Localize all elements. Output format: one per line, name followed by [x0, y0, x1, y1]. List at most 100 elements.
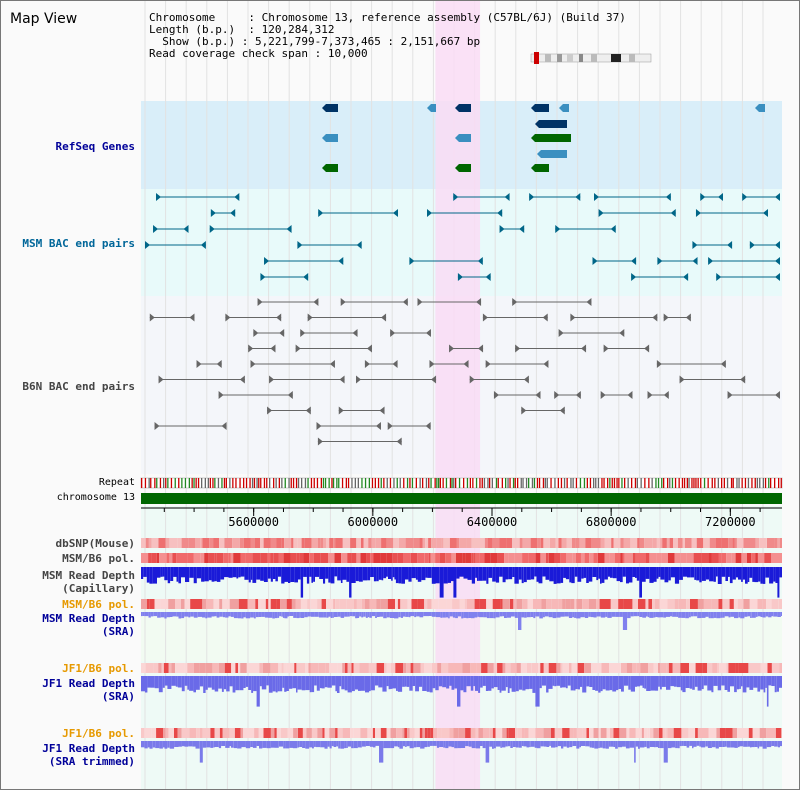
msm-b6-pol-heat-cell [252, 553, 261, 563]
msm-depth-sra-bar [521, 612, 525, 618]
refseq-gene[interactable] [535, 134, 571, 142]
msm-b6-pol-sra-heat-cell [638, 599, 646, 609]
msm-b6-pol-sra-heat-cell [459, 599, 465, 609]
jf1-b6-pol-heat-cell [668, 663, 673, 673]
jf1-depth-trimmed-bar [634, 741, 636, 763]
msm-b6-pol-sra-label[interactable]: MSM/B6 pol. [62, 598, 135, 611]
msm-depth-capillary-bar [391, 567, 393, 581]
jf1-depth-sra-bar [680, 676, 683, 691]
selected-region-highlight[interactable] [435, 1, 481, 789]
refseq-genes-label[interactable]: RefSeq Genes [55, 140, 135, 153]
repeat-mark [409, 478, 411, 488]
jf1-b6-pol-heat-cell [520, 663, 527, 673]
refseq-gene[interactable] [326, 164, 338, 172]
msm-depth-sra-bar [383, 612, 387, 619]
msm-depth-capillary-bar [252, 567, 257, 583]
chromosome-bar[interactable] [141, 493, 782, 504]
chromosome-track-label: chromosome 13 [56, 492, 135, 503]
msm-depth-sra-bar [615, 612, 620, 617]
msm-depth-capillary-label-1[interactable]: MSM Read Depth [42, 569, 135, 582]
jf1-b6-pol-trimmed-heat-cell [372, 728, 376, 738]
jf1-depth-sra-bar [248, 676, 252, 690]
jf1-depth-sra-label-1[interactable]: JF1 Read Depth [42, 677, 135, 690]
msm-bac-label[interactable]: MSM BAC end pairs [22, 237, 135, 250]
refseq-gene[interactable] [459, 104, 471, 112]
jf1-b6-pol-label[interactable]: JF1/B6 pol. [62, 662, 135, 675]
b6n-bac-pair-end [600, 391, 606, 399]
msm-depth-sra-label-1[interactable]: MSM Read Depth [42, 612, 135, 625]
jf1-depth-sra-bar [711, 676, 714, 693]
b6n-bac-label[interactable]: B6N BAC end pairs [22, 380, 135, 393]
dbsnp-heat-cell [613, 538, 621, 548]
jf1-depth-sra-bar [305, 676, 310, 691]
b6n-bac-pair-end [218, 391, 224, 399]
dbsnp-heat-cell [188, 538, 195, 548]
refseq-gene[interactable] [541, 150, 567, 158]
jf1-depth-sra-bar [478, 676, 481, 693]
ideogram-position-marker[interactable] [534, 52, 539, 64]
jf1-depth-sra-bar [749, 676, 754, 690]
msm-depth-capillary-bar [309, 567, 312, 577]
msm-b6-pol-heat-cell [417, 553, 425, 563]
dbsnp-label[interactable]: dbSNP(Mouse) [55, 537, 135, 550]
jf1-depth-trimmed-label-1[interactable]: JF1 Read Depth [42, 742, 135, 755]
msm-b6-pol-heat-cell [635, 553, 643, 563]
jf1-depth-sra-bar [539, 676, 542, 689]
refseq-gene[interactable] [535, 164, 549, 172]
jf1-depth-trimmed-bar [361, 741, 366, 747]
b6n-bac-pair-end [431, 375, 437, 384]
msm-depth-capillary-bar [288, 567, 291, 583]
jf1-b6-pol-trimmed-heat-cell [470, 728, 476, 738]
jf1-depth-sra-bar [177, 676, 182, 688]
jf1-depth-sra-bar [505, 676, 508, 688]
dbsnp-heat-cell [304, 538, 312, 548]
jf1-b6-pol-trimmed-label[interactable]: JF1/B6 pol. [62, 727, 135, 740]
msm-depth-sra-bar [646, 612, 648, 617]
refseq-gene[interactable] [459, 164, 471, 172]
dbsnp-heat-cell [443, 538, 450, 548]
jf1-depth-sra-bar [562, 676, 566, 688]
msm-depth-capillary-bar [196, 567, 202, 579]
refseq-gene[interactable] [459, 134, 471, 142]
msm-depth-capillary-bar [367, 567, 371, 581]
msm-b6-pol-sra-heat-cell [537, 599, 542, 609]
jf1-depth-trimmed-bar [515, 741, 519, 748]
dbsnp-heat-cell [195, 538, 201, 548]
b6n-bac-pair-end [381, 313, 387, 322]
jf1-depth-trimmed-bar [579, 741, 581, 748]
msm-depth-capillary-bar [538, 567, 543, 584]
refseq-gene[interactable] [535, 104, 549, 112]
refseq-gene[interactable] [326, 134, 338, 142]
msm-depth-sra-bar [619, 612, 623, 617]
jf1-depth-trimmed-bar [585, 741, 588, 747]
msm-b6-pol-sra-heat-cell [513, 599, 517, 609]
jf1-depth-trimmed-bar [432, 741, 437, 746]
refseq-gene[interactable] [563, 104, 569, 112]
jf1-depth-trimmed-bar [724, 741, 727, 747]
msm-depth-capillary-bar [319, 567, 324, 579]
jf1-depth-trimmed-bar [465, 741, 469, 747]
jf1-depth-trimmed-bar [536, 741, 541, 749]
jf1-depth-trimmed-bar [229, 741, 231, 747]
repeat-mark [178, 478, 180, 488]
jf1-depth-trimmed-bar [557, 741, 561, 747]
refseq-gene[interactable] [326, 104, 338, 112]
jf1-depth-trimmed-bar [771, 741, 775, 746]
refseq-gene[interactable] [431, 104, 436, 112]
msm-b6-pol-label[interactable]: MSM/B6 pol. [62, 552, 135, 565]
refseq-gene[interactable] [539, 120, 567, 128]
refseq-gene[interactable] [759, 104, 765, 112]
msm-depth-capillary-bar [563, 567, 566, 578]
msm-depth-sra-bar [148, 612, 151, 618]
msm-depth-sra-bar [518, 612, 522, 630]
repeat-mark [232, 478, 234, 488]
msm-depth-sra-bar [483, 612, 487, 618]
dbsnp-heat-cell [276, 538, 282, 548]
b6n-bac-pair-end [663, 391, 669, 399]
msm-depth-capillary-bar [386, 567, 388, 577]
b6n-bac-pair-end [196, 360, 202, 368]
repeat-mark [533, 478, 536, 488]
msm-b6-pol-sra-heat-cell [500, 599, 503, 609]
jf1-b6-pol-trimmed-heat-cell [163, 728, 166, 738]
